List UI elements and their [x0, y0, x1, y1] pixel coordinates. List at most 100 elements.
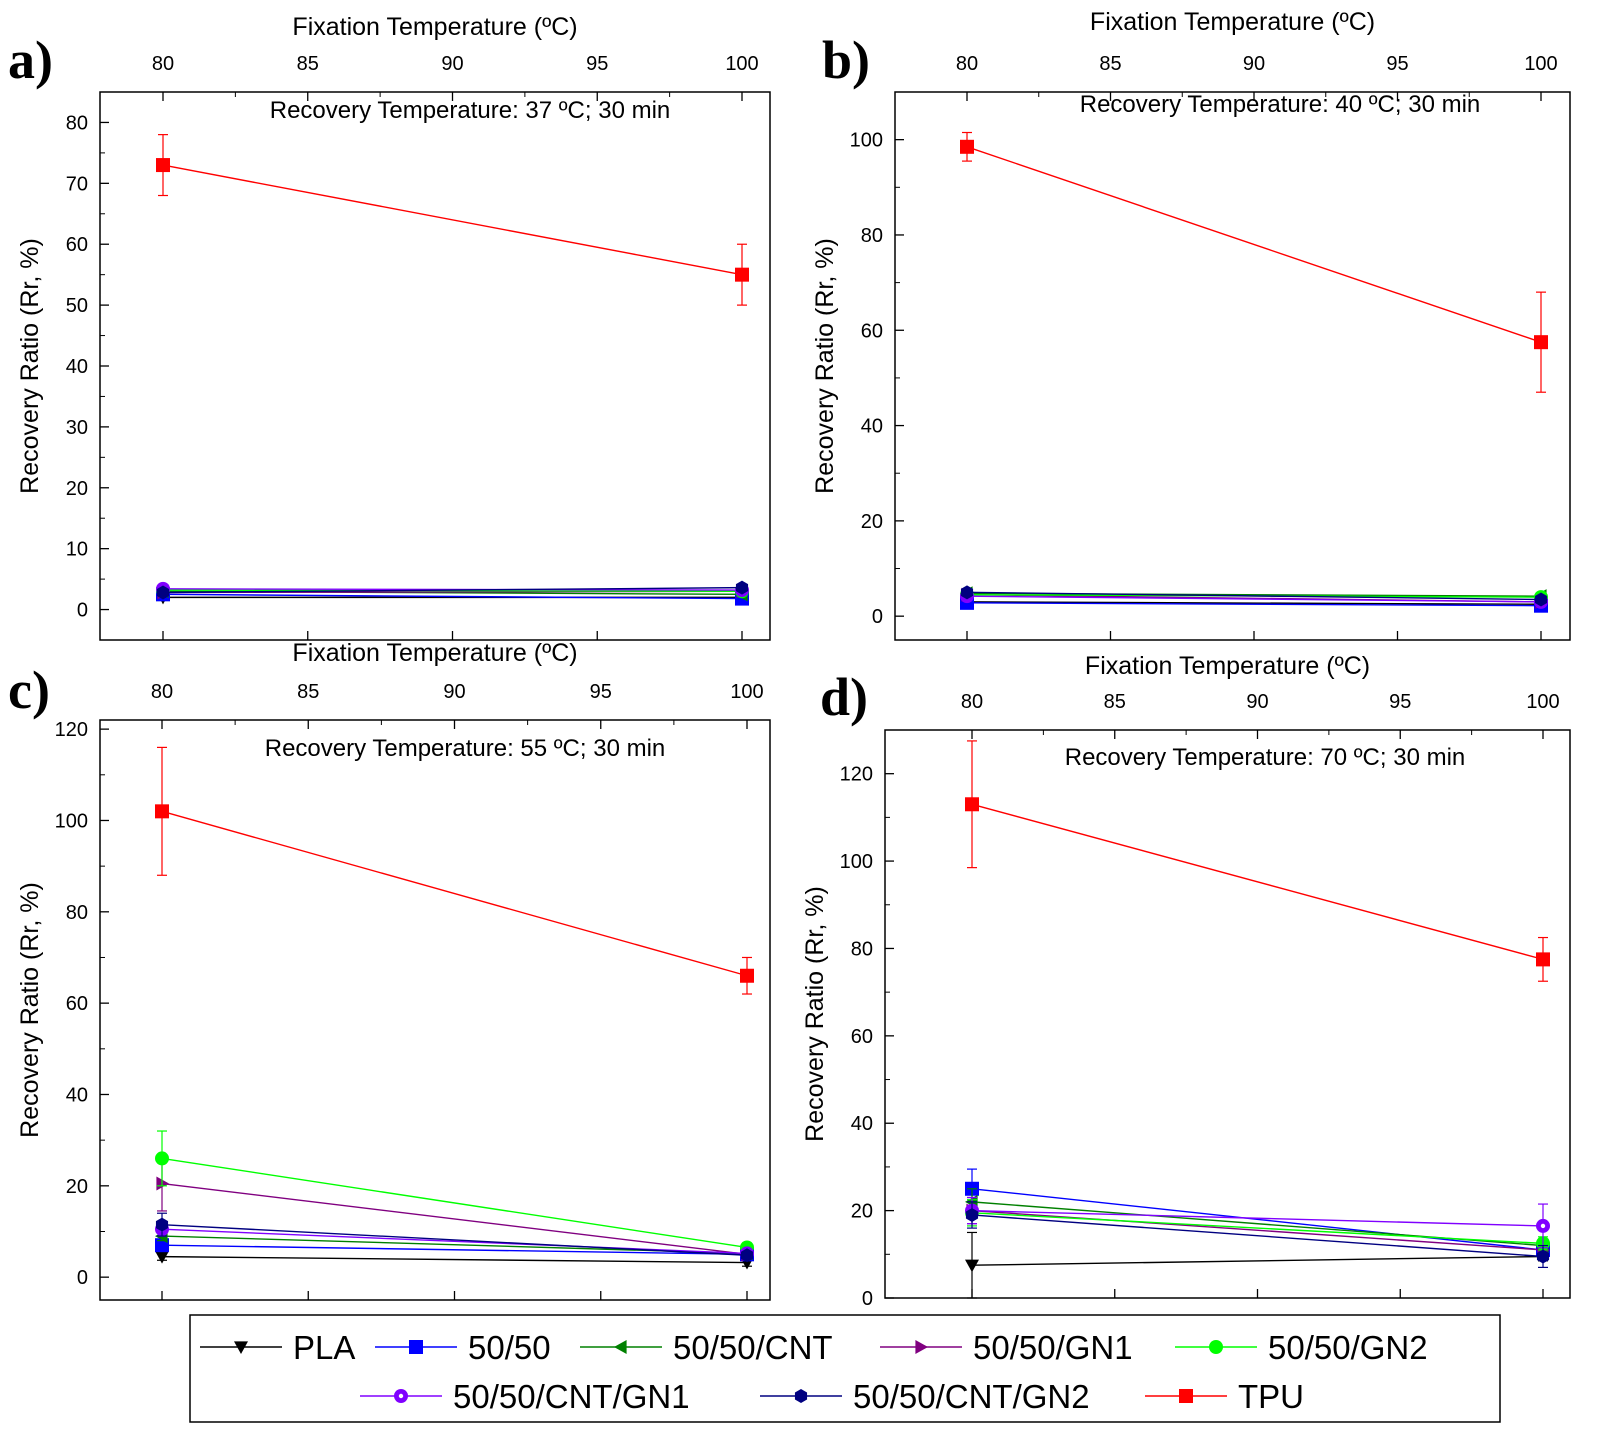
series-line [971, 1212, 1544, 1245]
legend-marker [1179, 1389, 1193, 1403]
y-tick-label: 80 [66, 902, 88, 924]
recovery-temperature-note: Recovery Temperature: 70 ºC; 30 min [1065, 744, 1466, 771]
x-tick-label: 100 [1526, 691, 1559, 713]
y-tick-label: 0 [862, 1288, 873, 1310]
series-line [161, 1228, 748, 1255]
series-line [966, 602, 1542, 607]
data-point [965, 1259, 979, 1273]
legend-marker-center [398, 1393, 404, 1399]
y-tick-label: 20 [851, 1201, 873, 1223]
legend-label: 50/50/CNT [673, 1329, 833, 1366]
y-tick-label: 0 [77, 600, 88, 622]
panel-label: b) [822, 30, 870, 90]
legend: PLA 50/50 50/50/CNT 50/50/GN1 50/50/GN2 50/50… [189, 1314, 1501, 1423]
series-50-50-CNT-GN1 [965, 1196, 1550, 1249]
series-50-50-CNT-GN2 [965, 1201, 1550, 1269]
x-tick-label: 85 [1099, 53, 1121, 75]
x-axis-title: Fixation Temperature (ºC) [292, 13, 577, 41]
data-point [735, 267, 749, 282]
y-tick-label: 20 [66, 1176, 88, 1198]
legend-item-50-50-CNT: 50/50/CNT [580, 1329, 833, 1366]
legend-marker [794, 1389, 808, 1403]
x-tick-label: 85 [1104, 691, 1126, 713]
legend-box [189, 1314, 1501, 1423]
plot-frame [99, 91, 771, 641]
series-line [162, 586, 743, 594]
x-tick-label: 95 [1386, 53, 1408, 75]
legend-label: TPU [1238, 1378, 1304, 1415]
x-tick-label: 80 [152, 53, 174, 75]
legend-marker [915, 1340, 928, 1354]
series-TPU [156, 134, 749, 306]
panel-a: a) Fixation Temperature (ºC) 80 85 90 95 100 0 1… [8, 13, 771, 641]
legend-label: 50/50/GN2 [1268, 1329, 1428, 1366]
series-line [161, 810, 748, 977]
y-axis-title: Recovery Ratio (Rr, %) [801, 886, 829, 1142]
plot-frame [894, 91, 1571, 641]
series-line [966, 601, 1542, 605]
legend-item-PLA: PLA [200, 1329, 355, 1366]
data-point [1534, 592, 1548, 607]
panel-c: c) Fixation Temperature (ºC) 80 85 90 95 100 0 2… [8, 639, 771, 1301]
y-tick-label: 20 [66, 478, 88, 500]
series-line [971, 1255, 1544, 1266]
x-tick-label: 80 [956, 53, 978, 75]
series-50-50-GN2 [155, 1130, 754, 1255]
recovery-temperature-note: Recovery Temperature: 40 ºC; 30 min [1080, 91, 1481, 118]
series-50-50-CNT-GN1 [155, 1221, 754, 1261]
data-point [960, 585, 974, 600]
series-line [971, 803, 1544, 961]
y-tick-label: 40 [851, 1113, 873, 1135]
legend-label: 50/50/GN1 [973, 1329, 1133, 1366]
y-tick-label: 0 [77, 1267, 88, 1289]
legend-marker [409, 1340, 423, 1354]
recovery-temperature-note: Recovery Temperature: 55 ºC; 30 min [265, 735, 666, 762]
series-line [971, 1209, 1544, 1227]
panel-label: c) [8, 660, 50, 720]
series-line [971, 1209, 1544, 1251]
series-PLA [965, 1231, 1550, 1299]
y-axis-title: Recovery Ratio (Rr, %) [16, 238, 44, 494]
data-point [1534, 335, 1548, 350]
data-point [960, 139, 974, 154]
x-tick-label: 85 [297, 681, 319, 703]
data-point [156, 158, 170, 173]
plot-frame [884, 729, 1571, 1299]
plot-frame [99, 719, 771, 1301]
legend-item-TPU: TPU [1145, 1378, 1304, 1415]
data-point [740, 968, 754, 983]
x-tick-label: 100 [725, 53, 758, 75]
x-tick-label: 100 [1524, 53, 1557, 75]
x-tick-label: 85 [297, 53, 319, 75]
y-tick-label: 60 [851, 1026, 873, 1048]
y-tick-label: 50 [66, 295, 88, 317]
x-tick-label: 80 [151, 681, 173, 703]
legend-item-50-50-CNT-GN2: 50/50/CNT/GN2 [760, 1378, 1090, 1415]
legend-item-50-50-GN2: 50/50/GN2 [1175, 1329, 1428, 1366]
x-tick-label: 95 [590, 681, 612, 703]
data-point [735, 580, 749, 595]
y-axis-title: Recovery Ratio (Rr, %) [16, 882, 44, 1138]
panel-d: d) Fixation Temperature (ºC) 80 85 90 95 100 0 2… [801, 652, 1571, 1310]
legend-item-50-50-CNT-GN1: 50/50/CNT/GN1 [360, 1378, 690, 1415]
series-line [161, 1157, 748, 1249]
series-line [161, 1182, 748, 1256]
y-tick-label: 120 [55, 719, 88, 741]
y-tick-label: 120 [840, 764, 873, 786]
x-tick-label: 80 [961, 691, 983, 713]
x-axis-title: Fixation Temperature (ºC) [1085, 652, 1370, 680]
legend-marker [614, 1340, 627, 1354]
y-tick-label: 100 [840, 851, 873, 873]
y-tick-label: 80 [66, 112, 88, 134]
panel-b: b) Fixation Temperature (ºC) 80 85 90 95 100 0 2… [811, 8, 1571, 641]
y-tick-label: 0 [872, 606, 883, 628]
y-tick-label: 40 [861, 416, 883, 438]
series-50-50-GN2 [965, 1199, 1550, 1251]
series-line [162, 593, 743, 600]
legend-marker [234, 1341, 248, 1354]
x-axis-title: Fixation Temperature (ºC) [1090, 8, 1375, 36]
series-50-50-CNT-GN2 [155, 1212, 754, 1263]
data-point [155, 1217, 169, 1232]
series-line [161, 1223, 748, 1256]
legend-label: 50/50 [468, 1329, 551, 1366]
